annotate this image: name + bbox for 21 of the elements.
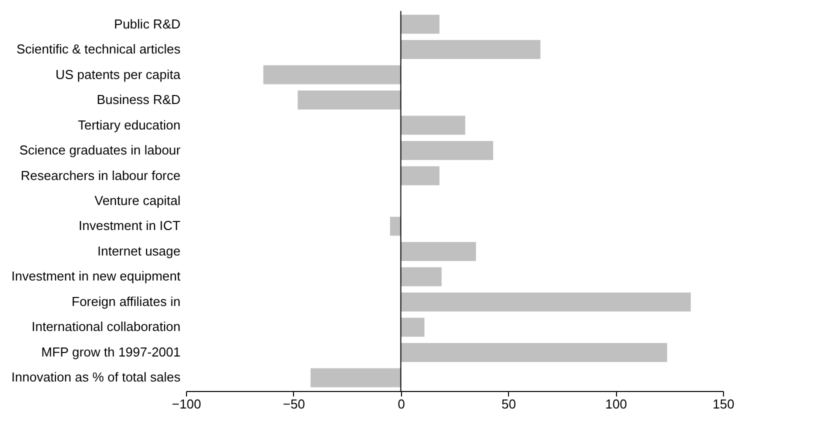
y-tick-label: International collaboration xyxy=(32,319,180,334)
y-tick-label: Researchers in labour force xyxy=(20,168,180,183)
y-tick-label: Tertiary education xyxy=(78,117,180,132)
x-tick-label: −100 xyxy=(172,396,202,412)
x-tick-label: 50 xyxy=(501,396,516,412)
y-tick-label: MFP grow th 1997-2001 xyxy=(41,344,180,360)
x-tick-label: −50 xyxy=(282,396,305,412)
y-tick-label: Science graduates in labour xyxy=(19,142,182,158)
y-tick-label: US patents per capita xyxy=(55,66,182,82)
y-tick-label: Innovation as % of total sales xyxy=(11,370,181,385)
x-tick-label: 150 xyxy=(712,396,734,412)
y-tick-label: Venture capital xyxy=(94,193,181,208)
y-tick-label: Public R&D xyxy=(114,16,180,32)
y-tick-label: Scientific & technical articles xyxy=(16,42,181,57)
y-tick-label: Business R&D xyxy=(96,92,180,108)
x-tick-label: 100 xyxy=(605,396,627,412)
y-tick-label: Internet usage xyxy=(97,244,180,258)
y-tick-label: Foreign affiliates in xyxy=(72,294,180,309)
y-tick-label: Investment in new equipment xyxy=(11,268,181,284)
y-tick-label: Investment in ICT xyxy=(78,218,181,234)
x-tick-label: 0 xyxy=(398,396,405,412)
